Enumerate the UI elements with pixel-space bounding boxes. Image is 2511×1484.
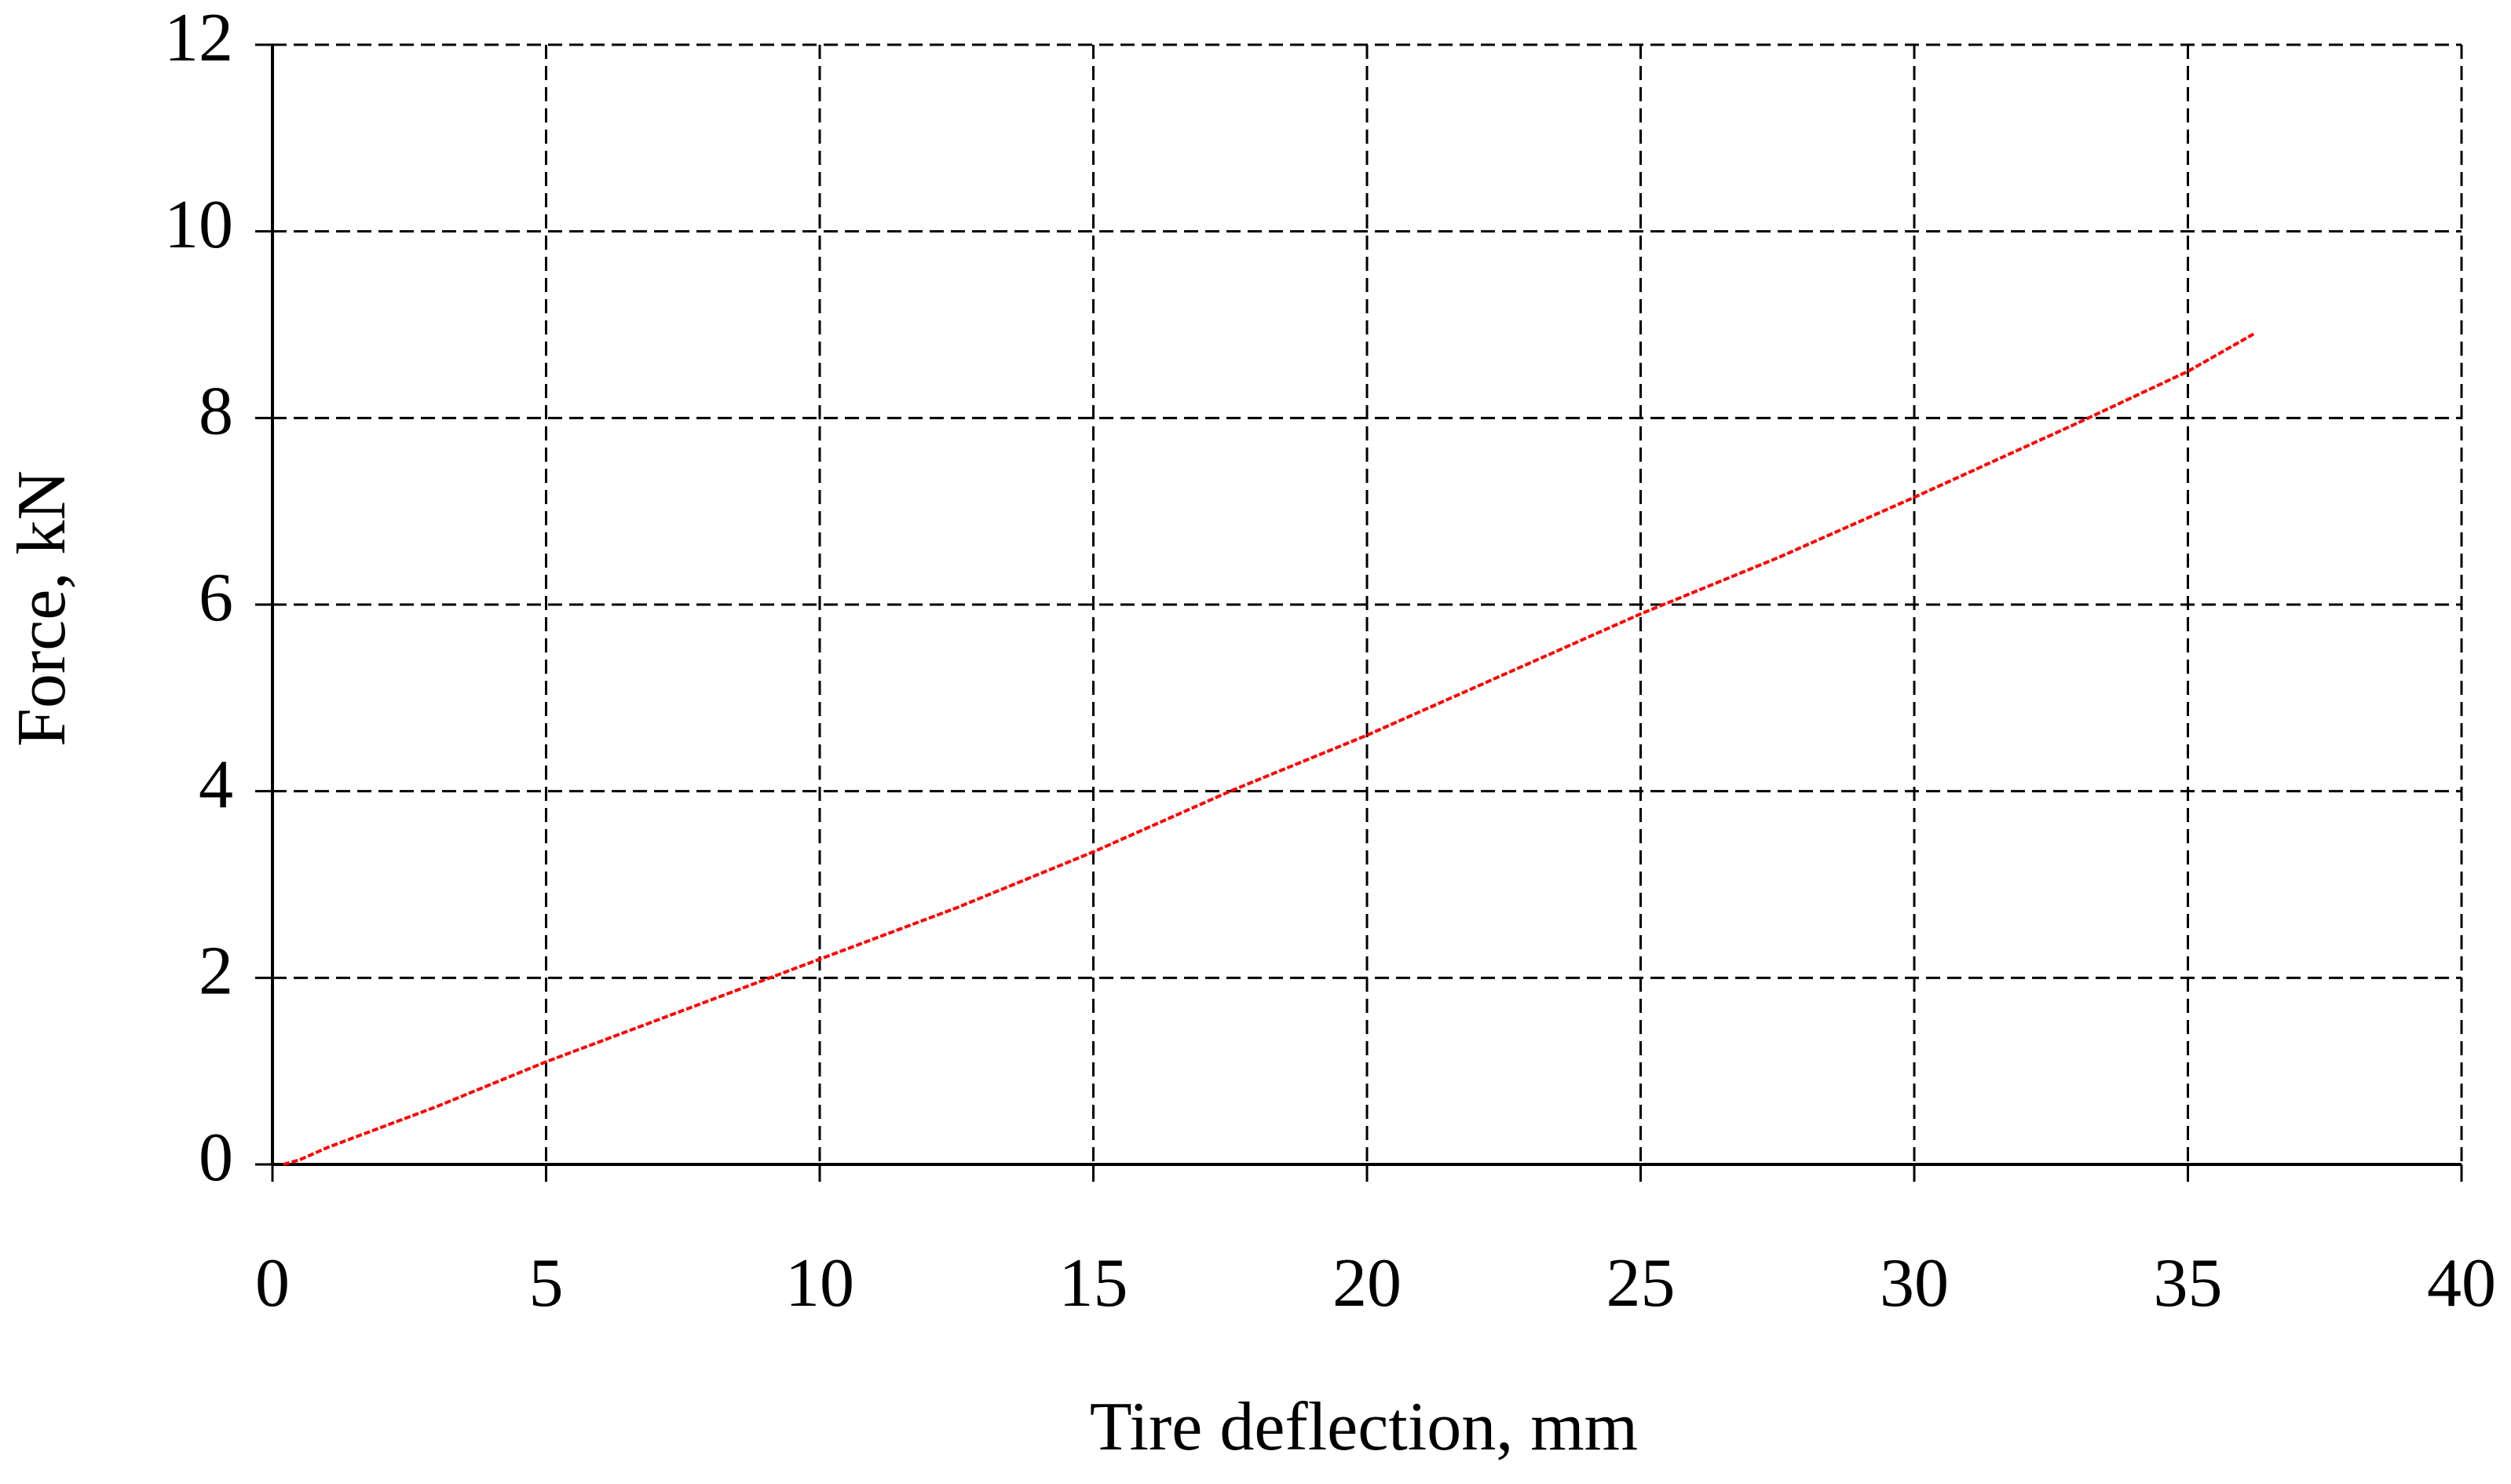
y-axis-label: Force, kN [4, 470, 80, 747]
y-tick-label: 6 [199, 560, 233, 636]
x-tick-label: 15 [1059, 1245, 1128, 1321]
data-line [283, 332, 2255, 1166]
x-tick-label: 25 [1606, 1245, 1676, 1321]
x-tick-label: 40 [2427, 1245, 2496, 1321]
y-tick-label: 4 [199, 747, 233, 823]
x-tick-label: 30 [1880, 1245, 1949, 1321]
x-tick-label: 20 [1332, 1245, 1402, 1321]
y-tick-label: 2 [199, 934, 233, 1010]
x-tick-label: 10 [785, 1245, 854, 1321]
x-tick-label: 5 [529, 1245, 564, 1321]
x-axis-label: Tire deflection, mm [1090, 1389, 1638, 1465]
y-tick-label: 12 [164, 0, 233, 76]
y-tick-label: 8 [199, 374, 233, 450]
y-tick-label: 10 [164, 187, 233, 263]
x-tick-label: 35 [2154, 1245, 2223, 1321]
y-tick-label: 0 [199, 1120, 233, 1196]
x-tick-label: 0 [255, 1245, 290, 1321]
